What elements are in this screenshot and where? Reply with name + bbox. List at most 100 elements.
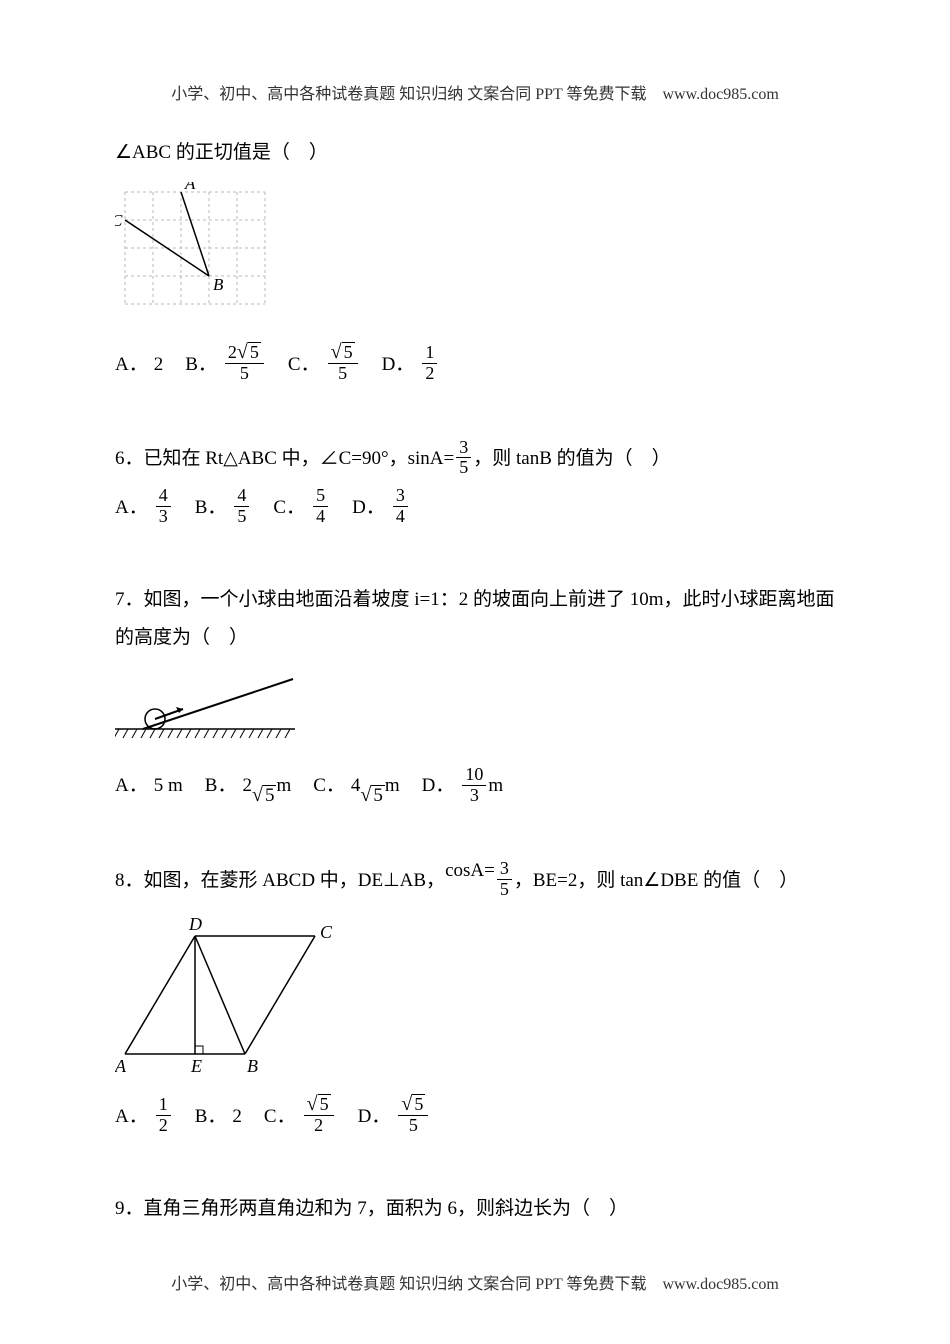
fraction: √5 5: [328, 342, 358, 384]
num: 3: [456, 438, 471, 459]
opt-label: B．: [195, 489, 227, 527]
pre: 4: [351, 767, 361, 805]
svg-text:E: E: [190, 1056, 202, 1074]
den: 5: [234, 507, 249, 527]
q9-text-content: 9．直角三角形两直角边和为 7，面积为 6，则斜边长为（ ）: [115, 1190, 628, 1228]
fraction: 1 2: [422, 343, 437, 384]
fraction: 3 5: [456, 438, 471, 479]
num: 4: [234, 486, 249, 507]
den: 5: [406, 1116, 421, 1136]
den: 5: [237, 364, 252, 384]
q8-opt-d: D． √5 5: [358, 1094, 431, 1136]
fraction: 3 5: [497, 859, 512, 900]
q5-opt-a: A． 2: [115, 346, 163, 384]
den: 2: [156, 1116, 171, 1136]
q6-opt-a: A． 43: [115, 486, 173, 527]
opt-label: D．: [358, 1098, 391, 1136]
den: 5: [456, 458, 471, 478]
sqrt-body: 5: [412, 1094, 425, 1113]
svg-text:D: D: [188, 914, 202, 934]
den: 4: [313, 507, 328, 527]
svg-text:C: C: [115, 211, 123, 230]
q5-opt-b: B． 2√5 5: [185, 342, 266, 384]
q8-options: A． 12 B． 2 C． √5 2 D． √5 5: [115, 1094, 835, 1136]
den: 3: [467, 786, 482, 806]
post: m: [385, 767, 400, 805]
sqrt-body: 5: [371, 785, 385, 805]
q7-opt-c: C． 4√5 m: [313, 767, 399, 805]
q7-a-value: 5 m: [154, 767, 183, 805]
q8-figure: A B C D E: [115, 914, 835, 1074]
opt-label: A．: [115, 489, 148, 527]
q8-opt-c: C． √5 2: [264, 1094, 336, 1136]
q7-options: A． 5 m B． 2√5 m C． 4√5 m D． 103 m: [115, 765, 835, 806]
pre: 2: [242, 767, 252, 805]
q6-text: 6．已知在 Rt△ABC 中，∠C=90°，sinA= 3 5 ，则 tanB …: [115, 438, 835, 479]
num: 1: [156, 1095, 171, 1116]
q9-text: 9．直角三角形两直角边和为 7，面积为 6，则斜边长为（ ）: [115, 1190, 835, 1228]
q5-options: A． 2 B． 2√5 5 C． √5 5 D． 1 2: [115, 342, 835, 384]
den: 5: [335, 364, 350, 384]
page-footer: 小学、初中、高中各种试卷真题 知识归纳 文案合同 PPT 等免费下载 www.d…: [0, 1270, 950, 1294]
opt-label: A．: [115, 767, 148, 805]
svg-text:B: B: [213, 275, 224, 294]
num: 3: [497, 859, 512, 880]
sqrt-body: 5: [263, 785, 277, 805]
fraction: 2√5 5: [225, 342, 264, 384]
den: 3: [156, 507, 171, 527]
svg-text:A: A: [115, 1056, 127, 1074]
num: 1: [422, 343, 437, 364]
den: 4: [393, 507, 408, 527]
q5-text: ∠ABC 的正切值是（ ）: [115, 134, 835, 172]
q8-prefix: 8．如图，在菱形 ABCD 中，DE⊥AB，: [115, 862, 445, 900]
q6-suffix: ，则 tanB 的值为（ ）: [473, 440, 670, 478]
page-header: 小学、初中、高中各种试卷真题 知识归纳 文案合同 PPT 等免费下载 www.d…: [115, 80, 835, 104]
q6-options: A． 43 B． 45 C． 54 D． 34: [115, 486, 835, 527]
q5-grid-svg: A B C: [115, 182, 275, 314]
q8-text: 8．如图，在菱形 ABCD 中，DE⊥AB， cosA= 3 5 ，BE=2，则…: [115, 859, 835, 900]
content: ∠ABC 的正切值是（ ） ABC A． 2 B． 2√5 5 C． √5 5 …: [115, 134, 835, 1228]
q8-rhombus-svg: A B C D E: [115, 914, 345, 1074]
num: 5: [313, 486, 328, 507]
q7-text: 7．如图，一个小球由地面沿着坡度 i=1：2 的坡面向上前进了 10m，此时小球…: [115, 581, 835, 657]
num: 10: [462, 765, 486, 786]
q7-opt-d: D． 103 m: [422, 765, 504, 806]
q6-opt-b: B． 45: [195, 486, 252, 527]
opt-label: D．: [352, 489, 385, 527]
opt-label: A．: [115, 346, 148, 384]
svg-text:C: C: [320, 922, 333, 942]
q6-prefix: 6．已知在 Rt△ABC 中，∠C=90°，sinA=: [115, 440, 454, 478]
q5-opt-c: C． √5 5: [288, 342, 360, 384]
opt-label: C．: [288, 346, 320, 384]
q8-opt-b: B． 2: [195, 1098, 242, 1136]
opt-label: C．: [313, 767, 345, 805]
q7-figure: [115, 671, 835, 741]
q7-opt-a: A． 5 m: [115, 767, 183, 805]
opt-label: D．: [382, 346, 415, 384]
q8-opt-a: A． 12: [115, 1095, 173, 1136]
q6-opt-c: C． 54: [273, 486, 330, 527]
q8-cos: cosA=: [445, 852, 495, 890]
den: 5: [497, 880, 512, 900]
post: m: [488, 767, 503, 805]
sqrt-body: 5: [342, 342, 355, 361]
opt-label: A．: [115, 1098, 148, 1136]
q7-opt-b: B． 2√5 m: [205, 767, 291, 805]
den: 2: [311, 1116, 326, 1136]
opt-label: D．: [422, 767, 455, 805]
num: 4: [156, 486, 171, 507]
svg-text:A: A: [184, 182, 196, 193]
q7-slope-svg: [115, 671, 295, 741]
q6-opt-d: D． 34: [352, 486, 410, 527]
q8-b-value: 2: [232, 1098, 242, 1136]
q5-opt-d: D． 1 2: [382, 343, 440, 384]
q5-figure: A B C: [115, 182, 835, 314]
q7-text-content: 7．如图，一个小球由地面沿着坡度 i=1：2 的坡面向上前进了 10m，此时小球…: [115, 581, 835, 657]
sqrt-body: 5: [248, 342, 261, 361]
num-pre: 2: [228, 342, 237, 362]
sqrt-body: 5: [318, 1094, 331, 1113]
svg-text:B: B: [247, 1056, 258, 1074]
opt-label: B．: [185, 346, 217, 384]
q5-text-content: ∠ABC 的正切值是（ ）: [115, 134, 328, 172]
post: m: [276, 767, 291, 805]
